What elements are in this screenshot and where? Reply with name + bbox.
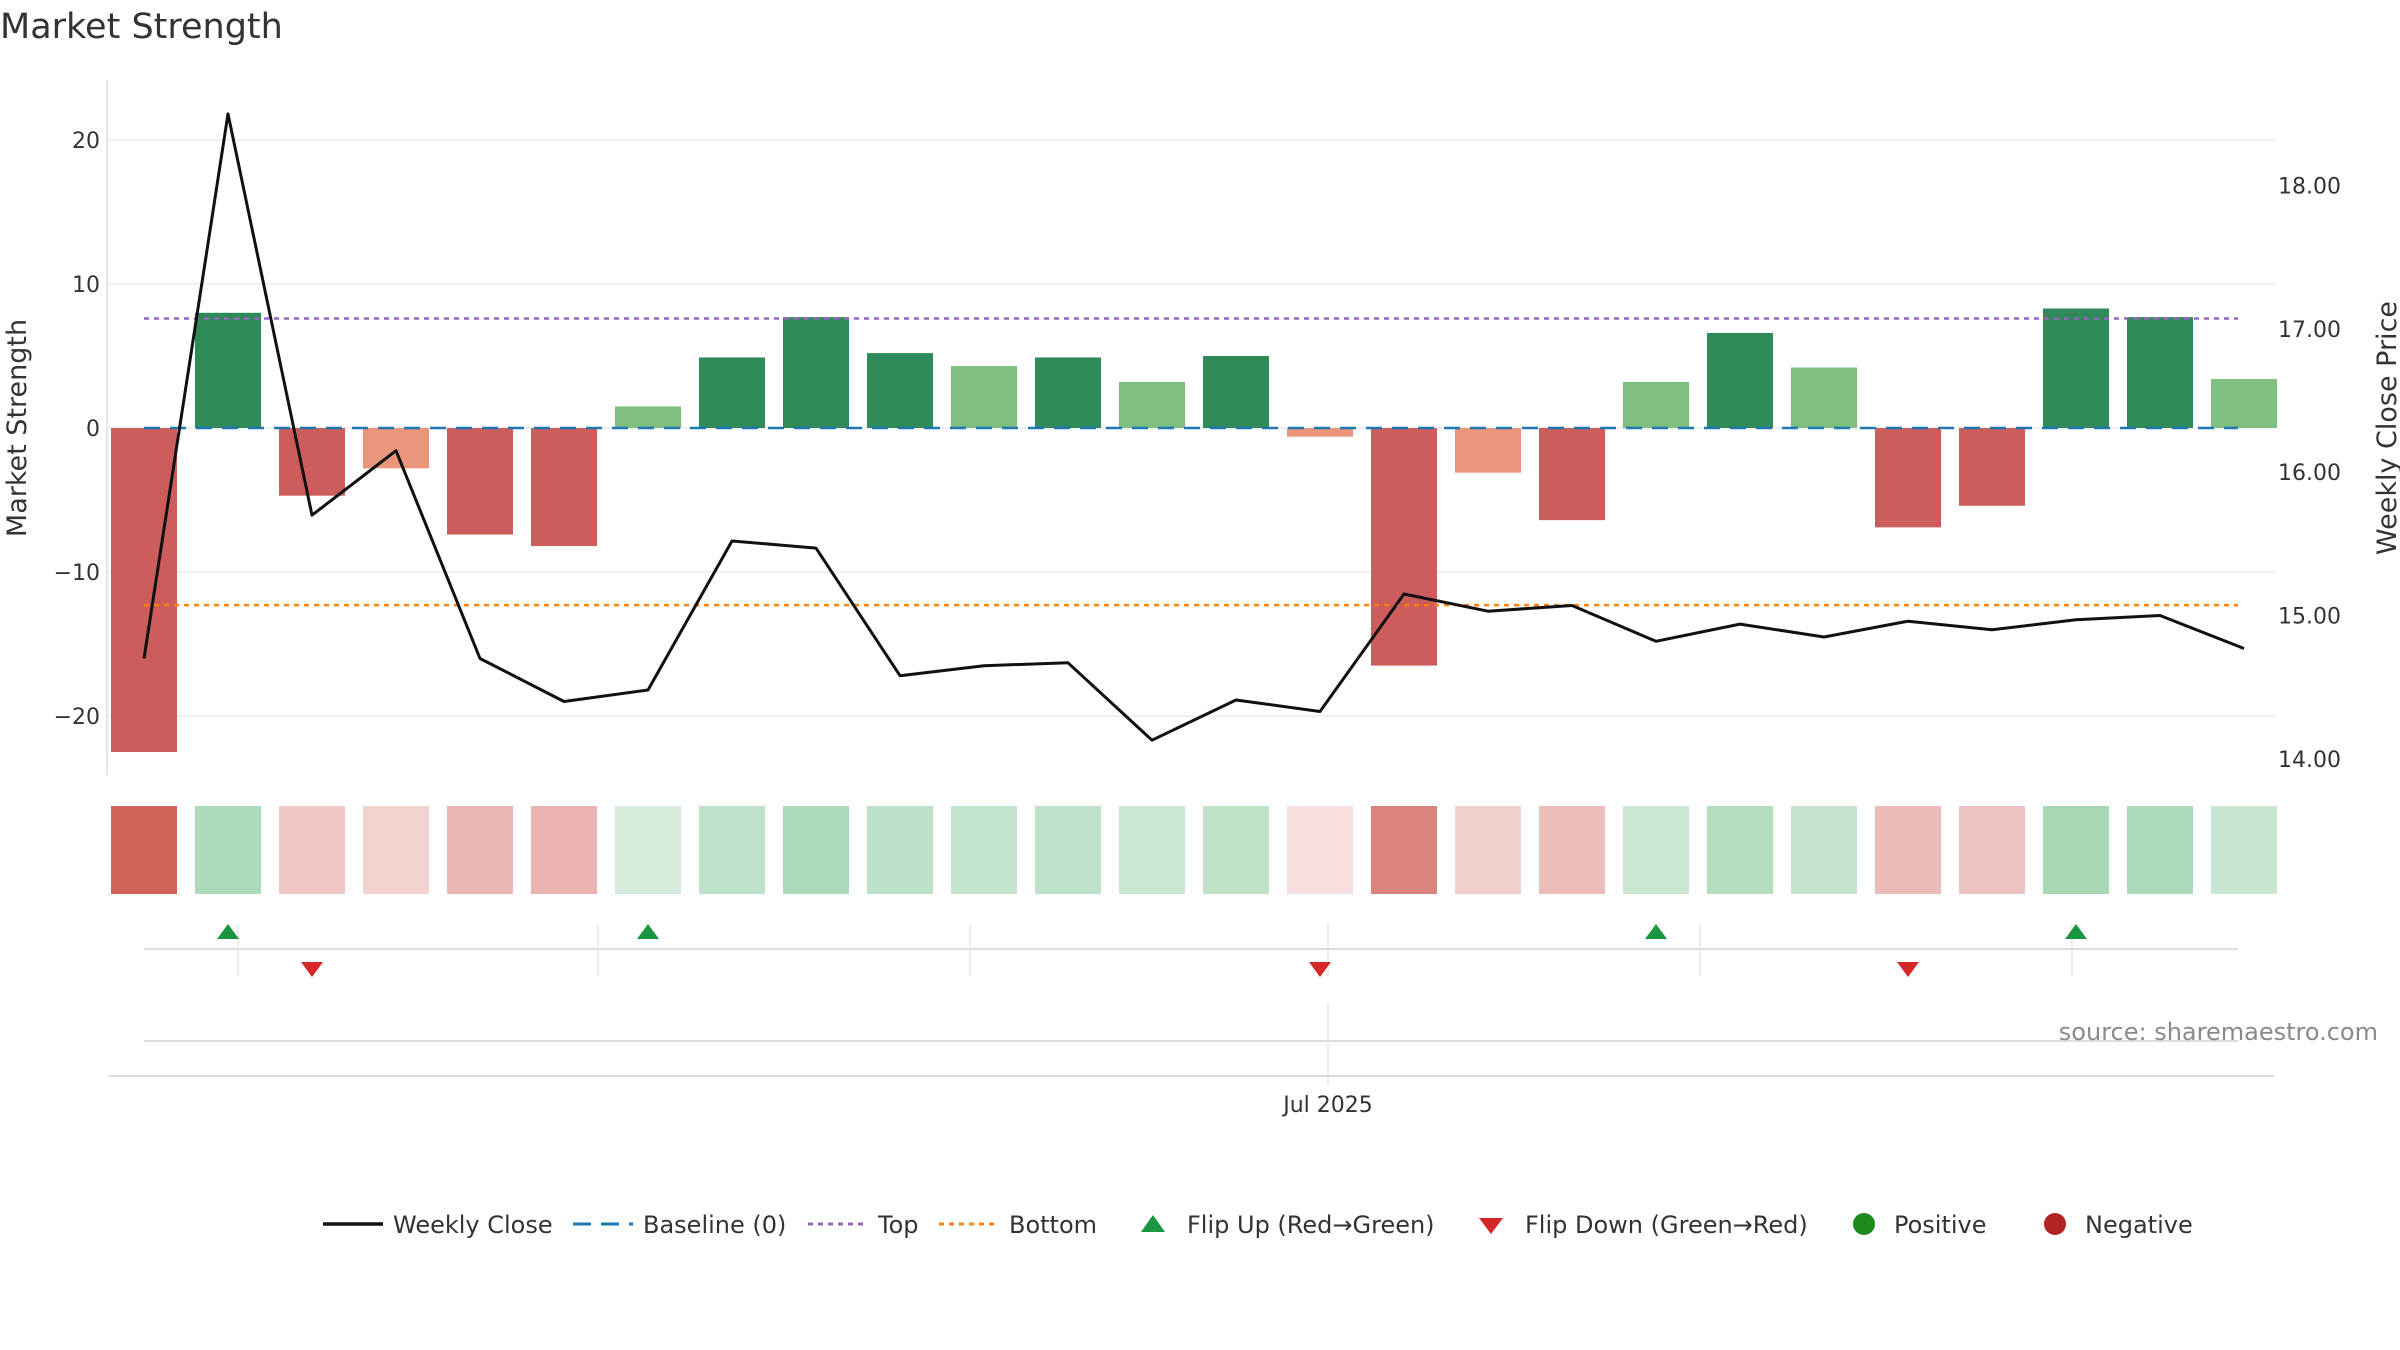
strength-bar [2043,308,2109,428]
heat-cell [1539,806,1605,894]
strength-bar [1035,357,1101,428]
legend-label: Negative [2085,1211,2193,1239]
legend-label: Baseline (0) [643,1211,786,1239]
strength-bar [1371,428,1437,666]
flip-up-marker [2065,924,2087,939]
heat-cell [279,806,345,894]
heat-cell [1119,806,1185,894]
x-tick-label: Jul 2025 [1281,1093,1373,1118]
legend-label: Flip Up (Red→Green) [1187,1211,1435,1239]
y-tick-label-left: −20 [54,705,100,730]
flip-down-marker [1309,962,1331,977]
heat-cell [1203,806,1269,894]
heat-cell [867,806,933,894]
strength-bar [783,317,849,428]
legend-swatch-flip-up [1141,1215,1165,1232]
strength-bars [111,308,2277,752]
strength-bar [2211,379,2277,428]
y-tick-label-right: 16.00 [2278,461,2341,486]
strength-bar [1455,428,1521,473]
strength-bar [867,353,933,428]
strength-bar [1203,356,1269,428]
legend-label: Top [877,1211,919,1239]
source-note: source: sharemaestro.com [2059,1018,2378,1046]
heat-cell [195,806,261,894]
heat-cell [1959,806,2025,894]
strength-bar [195,312,261,428]
legend-swatch-positive [1853,1213,1875,1235]
legend-swatch-flip-down [1479,1218,1503,1234]
strength-bar [363,428,429,469]
y-tick-label-right: 17.00 [2278,318,2341,343]
heat-cell [2043,806,2109,894]
strength-bar [1707,332,1773,428]
flip-down-marker [1897,962,1919,977]
strength-bar [111,428,177,752]
heat-cell [1707,806,1773,894]
heat-cell [1455,806,1521,894]
y-tick-label-left: 10 [72,273,100,298]
flip-down-marker [301,962,323,977]
legend-label: Flip Down (Green→Red) [1525,1211,1808,1239]
heat-cell [615,806,681,894]
y-axis-label-left: Market Strength [2,319,33,537]
x-axis: Jul 2025 [108,1004,2274,1118]
strength-bar [699,357,765,428]
chart-title: Market Strength [0,7,283,47]
heat-cell [2211,806,2277,894]
heat-cell [699,806,765,894]
strength-bar [1875,428,1941,528]
strength-heat-strip [111,806,2277,894]
heat-cell [1623,806,1689,894]
y-tick-label-left: −10 [54,561,100,586]
weekly-close-layer [142,112,2245,742]
strength-bar [615,406,681,428]
strength-bar [2127,317,2193,428]
legend: Weekly Close Baseline (0) Top Bottom Flip Up… [323,1211,2193,1239]
flip-up-marker [217,924,239,939]
heat-cell [1791,806,1857,894]
y-axis-label-right: Weekly Close Price [2372,301,2400,555]
reference-lines [144,317,2238,607]
legend-label: Positive [1894,1211,1987,1239]
strength-bar [447,428,513,535]
weekly-close-line [142,112,2245,742]
strength-bar [1959,428,2025,506]
strength-bar [1791,367,1857,428]
strength-bar [1287,428,1353,437]
flip-up-marker [637,924,659,939]
strength-bar [1539,428,1605,521]
heat-cell [363,806,429,894]
strength-bar [951,366,1017,428]
heat-cell [2127,806,2193,894]
heat-cell [951,806,1017,894]
legend-swatch-negative [2044,1213,2066,1235]
legend-label: Bottom [1009,1211,1097,1239]
flip-markers [144,924,2238,977]
y-tick-label-right: 14.00 [2278,748,2341,773]
legend-label: Weekly Close [393,1211,553,1239]
heat-cell [1371,806,1437,894]
y-tick-label-right: 15.00 [2278,605,2341,630]
heat-cell [447,806,513,894]
strength-bar [1623,381,1689,428]
heat-cell [1287,806,1353,894]
heat-cell [783,806,849,894]
flip-up-marker [1645,924,1667,939]
strength-bar [1119,381,1185,428]
y-tick-label-right: 18.00 [2278,175,2341,200]
heat-cell [111,806,177,894]
strength-bar [531,428,597,547]
heat-cell [531,806,597,894]
heat-cell [1875,806,1941,894]
heat-cell [1035,806,1101,894]
y-tick-label-left: 0 [86,417,100,442]
axes: 20 10 0 −10 −20 18.00 17.00 16.00 15.00 14.00 [54,80,2341,775]
y-tick-label-left: 20 [72,129,100,154]
strength-bar [279,428,345,496]
